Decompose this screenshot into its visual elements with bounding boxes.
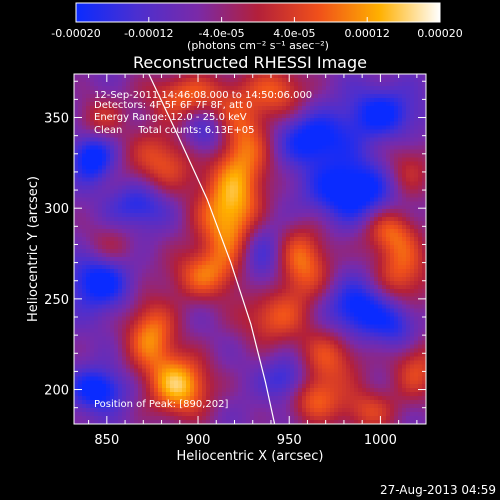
x-tick-label: 900 [186, 433, 211, 448]
annotation-energy-range: Energy Range: 12.0 - 25.0 keV [94, 112, 247, 123]
annotations: 12-Sep-2011 14:46:08.000 to 14:50:06.000… [94, 90, 312, 410]
colorbar-tick-label: -0.00020 [51, 27, 100, 40]
y-tick-label: 350 [44, 112, 69, 127]
generated-timestamp: 27-Aug-2013 04:59 [380, 483, 496, 497]
plot-area [74, 74, 426, 424]
colorbar-tick-label: 0.00020 [417, 27, 463, 40]
annotation-detectors: Detectors: 4F 5F 6F 7F 8F, att 0 [94, 100, 253, 111]
colorbar-tick-label: 4.0e-05 [273, 27, 315, 40]
colorbar-bar [75, 2, 441, 23]
x-axis-label: Heliocentric X (arcsec) [177, 449, 324, 464]
y-axis-label: Heliocentric Y (arcsec) [26, 176, 41, 322]
plot-frame [73, 73, 427, 425]
colorbar-tick-label: 0.00012 [344, 27, 390, 40]
colorbar-ticks: -0.00020 -0.00012 -4.0e-05 4.0e-05 0.00012 0.… [51, 17, 463, 40]
heatmap-image [74, 74, 426, 424]
x-tick-label: 950 [277, 433, 302, 448]
colorbar-tick-label: -4.0e-05 [198, 27, 244, 40]
y-tick-label: 300 [44, 202, 69, 217]
x-tick-label: 850 [94, 433, 119, 448]
colorbar-unit-label: (photons cm⁻² s⁻¹ asec⁻²) [187, 39, 329, 52]
colorbar: -0.00020 -0.00012 -4.0e-05 4.0e-05 0.00012 0.… [51, 2, 463, 52]
x-axis: 850 900 950 1000 [88, 74, 418, 448]
y-tick-label: 200 [44, 384, 69, 399]
x-tick-label: 1000 [364, 433, 397, 448]
colorbar-tick-label: -0.00012 [124, 27, 173, 40]
y-tick-label: 250 [44, 293, 69, 308]
annotation-total-counts: Clean Total counts: 6.13E+05 [94, 125, 254, 136]
y-axis: 200 250 300 350 [44, 80, 426, 409]
solar-limb-line [148, 74, 276, 424]
annotation-time-range: 12-Sep-2011 14:46:08.000 to 14:50:06.000 [94, 90, 312, 101]
annotation-peak-position: Position of Peak: [890,202] [94, 399, 228, 410]
chart-title: Reconstructed RHESSI Image [133, 53, 367, 72]
